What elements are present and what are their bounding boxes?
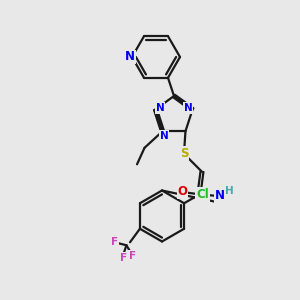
Text: S: S bbox=[180, 147, 188, 160]
Text: Cl: Cl bbox=[196, 188, 209, 201]
Text: N: N bbox=[215, 189, 225, 202]
Text: F: F bbox=[120, 253, 127, 263]
Text: O: O bbox=[178, 185, 188, 198]
Text: F: F bbox=[111, 237, 118, 247]
Text: H: H bbox=[225, 186, 234, 196]
Text: N: N bbox=[124, 50, 135, 64]
Text: N: N bbox=[160, 131, 168, 141]
Text: N: N bbox=[184, 103, 192, 113]
Text: F: F bbox=[129, 251, 136, 261]
Text: N: N bbox=[156, 103, 164, 113]
